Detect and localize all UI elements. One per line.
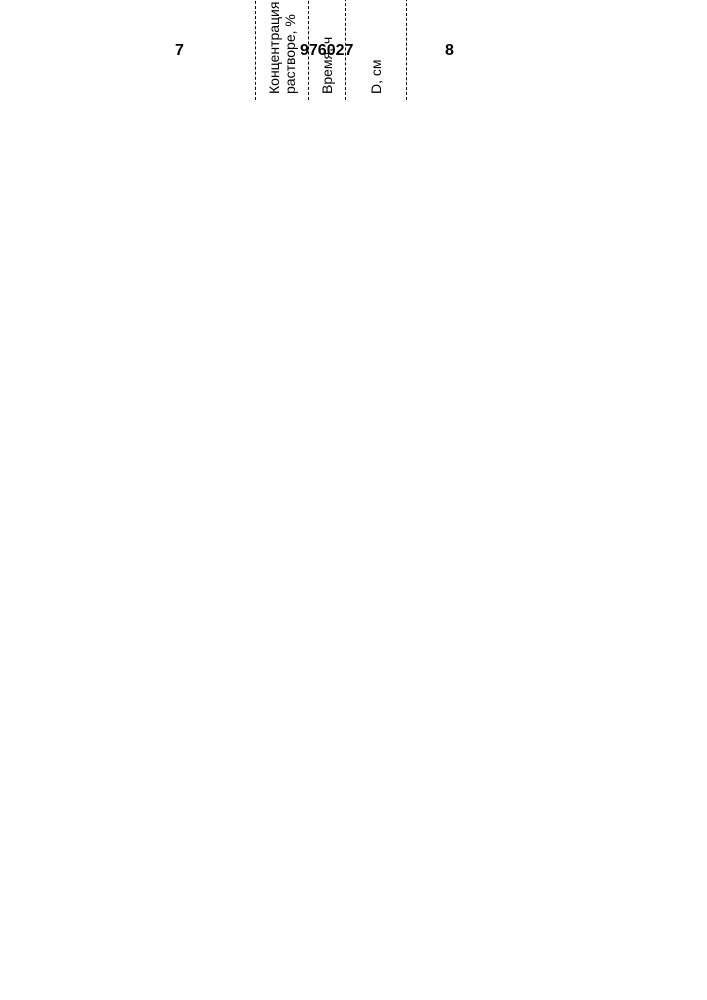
row-label-d: D, см [346, 0, 407, 100]
data-table: Концентрация ППА в растворе, % 1,0 1,5 2… [255, 0, 407, 100]
table-wrapper: Таблица 1 Концентрация ППА в растворе, %… [225, 0, 407, 100]
left-page-number: 7 [175, 42, 184, 60]
right-page-number: 8 [445, 42, 454, 60]
row-label-time: Время, ч [309, 0, 346, 100]
table-caption: Таблица 1 [225, 0, 243, 100]
row-label-concentration: Концентрация ППА в растворе, % [256, 0, 309, 100]
